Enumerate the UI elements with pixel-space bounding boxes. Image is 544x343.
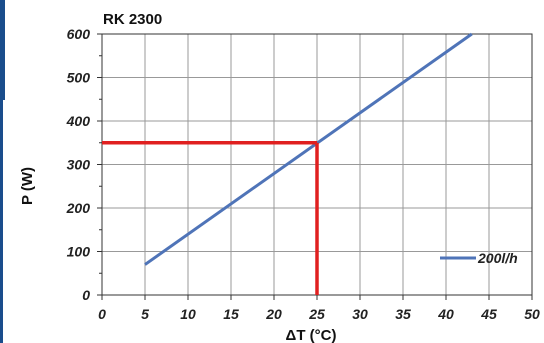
x-axis-title: ΔT (°C) [286,327,337,343]
axis-layer [97,33,533,300]
y-tick-label: 300 [67,157,91,173]
x-tick-label: 20 [265,306,282,322]
x-tick-label: 45 [480,306,497,322]
x-tick-label: 5 [141,306,149,322]
y-tick-label: 500 [67,70,91,86]
y-axis-title: P (W) [19,167,36,205]
series-layer [144,32,473,266]
y-tick-label: 200 [66,200,91,216]
x-tick-label: 10 [180,306,196,322]
x-tick-label: 25 [308,306,325,322]
x-tick-label: 30 [352,306,368,322]
x-tick-label: 40 [437,306,454,322]
x-tick-label: 0 [98,306,106,322]
x-tick-label: 35 [395,306,411,322]
legend-layer: 200l/h [440,250,518,266]
x-tick-label: 50 [524,306,540,322]
left-accent-strip [0,0,5,343]
annotation-layer [102,141,319,295]
left-accent-strip-top [0,0,5,100]
legend-label: 200l/h [477,250,518,266]
series-line [144,32,473,266]
y-tick-label: 400 [66,113,91,129]
left-accent-strip-bottom [0,100,3,343]
x-tick-label: 15 [223,306,239,322]
y-tick-label: 600 [67,26,91,42]
y-tick-label: 0 [82,287,90,303]
y-tick-label: 100 [67,244,91,260]
chart-title: RK 2300 [103,11,162,28]
